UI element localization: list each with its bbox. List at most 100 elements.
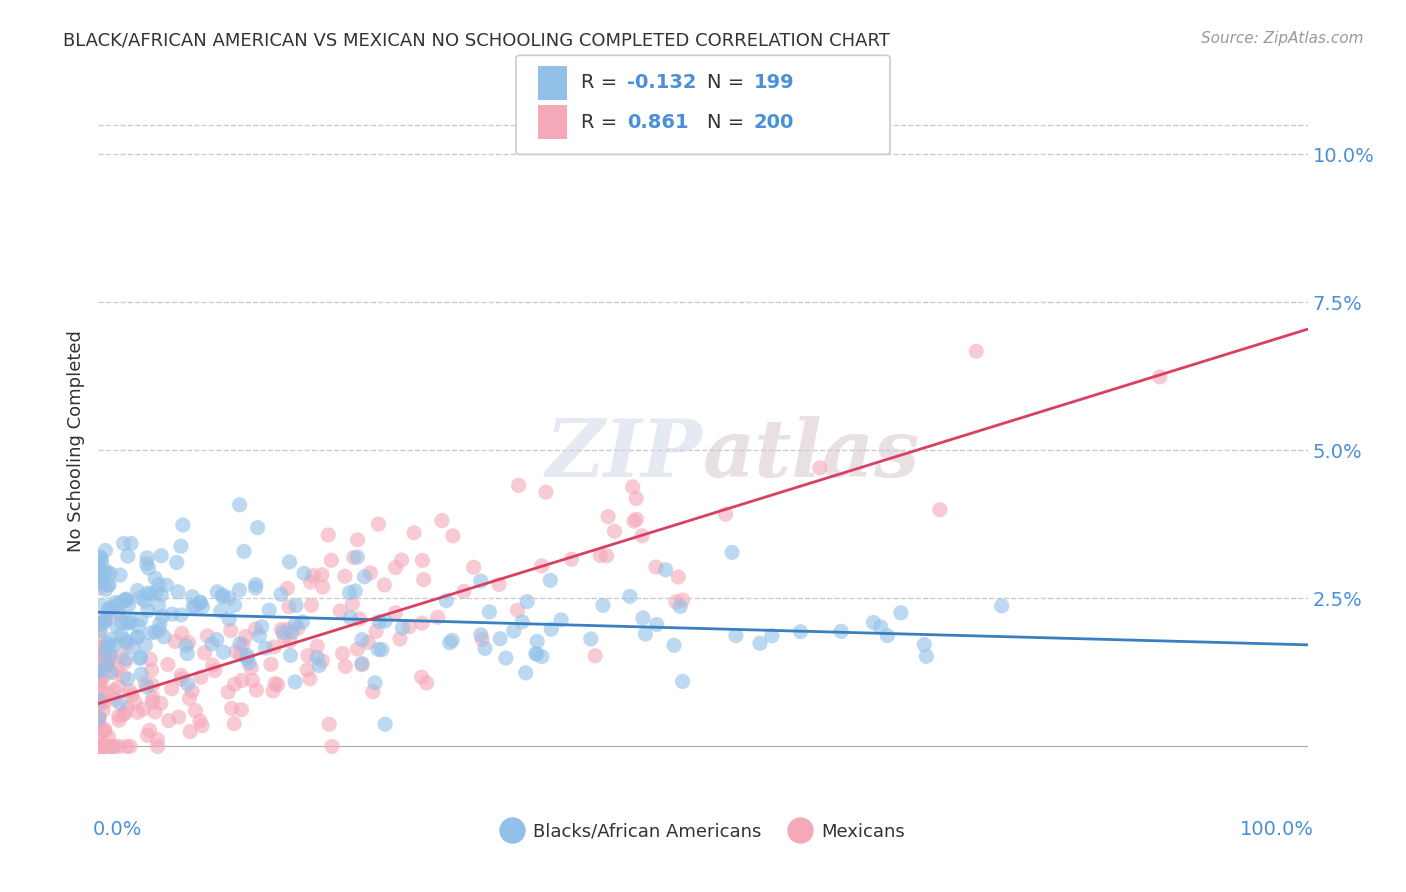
Point: [87, 565, 110, 579]
Text: N =: N =: [707, 112, 751, 132]
Point: [87, 739, 110, 754]
Point: [665, 595, 688, 609]
Point: [278, 599, 301, 614]
Point: [90, 616, 112, 631]
Point: [117, 637, 139, 651]
Point: [201, 658, 224, 673]
Point: [229, 637, 252, 651]
Point: [128, 651, 150, 665]
Point: [117, 598, 139, 612]
Point: [191, 718, 214, 732]
Point: [579, 632, 602, 646]
Point: [318, 717, 340, 731]
Text: 199: 199: [754, 73, 794, 93]
Point: [188, 596, 211, 610]
Point: [367, 642, 389, 657]
Point: [107, 680, 129, 694]
Point: [114, 656, 136, 670]
Point: [301, 598, 323, 612]
Point: [112, 707, 135, 722]
Point: [332, 647, 354, 661]
Point: [110, 649, 132, 664]
Text: 200: 200: [754, 112, 794, 132]
Point: [439, 636, 461, 650]
Point: [830, 624, 852, 639]
Point: [221, 701, 243, 715]
Point: [96, 636, 118, 650]
Point: [150, 549, 173, 563]
Point: [87, 680, 110, 694]
Point: [93, 566, 115, 580]
Point: [103, 638, 125, 652]
Text: BLACK/AFRICAN AMERICAN VS MEXICAN NO SCHOOLING COMPLETED CORRELATION CHART: BLACK/AFRICAN AMERICAN VS MEXICAN NO SCH…: [63, 31, 890, 49]
Point: [98, 601, 121, 615]
Point: [349, 612, 371, 626]
Point: [321, 739, 343, 754]
Point: [91, 703, 114, 717]
Point: [139, 588, 162, 602]
Point: [342, 597, 364, 611]
Point: [195, 629, 218, 643]
Point: [619, 590, 641, 604]
Point: [478, 605, 501, 619]
Point: [142, 690, 165, 705]
Point: [228, 498, 250, 512]
Point: [148, 599, 170, 613]
Point: [136, 603, 159, 617]
Point: [311, 654, 333, 668]
Point: [115, 593, 138, 607]
Point: [89, 661, 111, 675]
Point: [538, 574, 561, 588]
Point: [312, 580, 335, 594]
Point: [93, 645, 115, 659]
Point: [148, 624, 170, 638]
Point: [135, 680, 157, 694]
Point: [211, 590, 233, 604]
Point: [190, 670, 212, 684]
Point: [124, 694, 146, 708]
Point: [134, 639, 156, 653]
Point: [335, 659, 357, 673]
Point: [101, 665, 124, 680]
Point: [990, 599, 1012, 613]
Point: [321, 553, 343, 567]
Point: [94, 543, 117, 558]
Point: [89, 627, 111, 641]
Point: [146, 739, 169, 754]
Point: [278, 633, 301, 648]
Point: [254, 641, 277, 656]
Point: [89, 729, 111, 743]
Point: [912, 638, 935, 652]
Point: [598, 509, 620, 524]
Point: [87, 709, 110, 723]
Point: [90, 648, 112, 662]
Point: [170, 607, 193, 622]
Point: [91, 686, 114, 700]
Point: [364, 675, 387, 690]
Point: [236, 648, 259, 663]
Point: [174, 639, 197, 653]
Point: [94, 582, 117, 597]
Text: Source: ZipAtlas.com: Source: ZipAtlas.com: [1201, 31, 1364, 46]
Point: [238, 656, 260, 670]
Point: [170, 626, 193, 640]
Point: [87, 716, 110, 731]
Point: [176, 647, 198, 661]
Point: [143, 625, 166, 640]
Point: [105, 662, 128, 676]
Point: [384, 606, 406, 620]
Point: [263, 640, 285, 654]
Point: [89, 581, 111, 595]
Point: [530, 649, 553, 664]
Point: [426, 610, 449, 624]
Point: [366, 624, 388, 639]
Point: [411, 616, 433, 631]
Point: [219, 624, 242, 638]
Point: [108, 709, 131, 723]
Point: [415, 676, 437, 690]
Point: [489, 632, 512, 646]
Point: [470, 574, 492, 588]
Point: [134, 594, 156, 608]
Point: [245, 683, 267, 698]
Point: [273, 630, 295, 644]
